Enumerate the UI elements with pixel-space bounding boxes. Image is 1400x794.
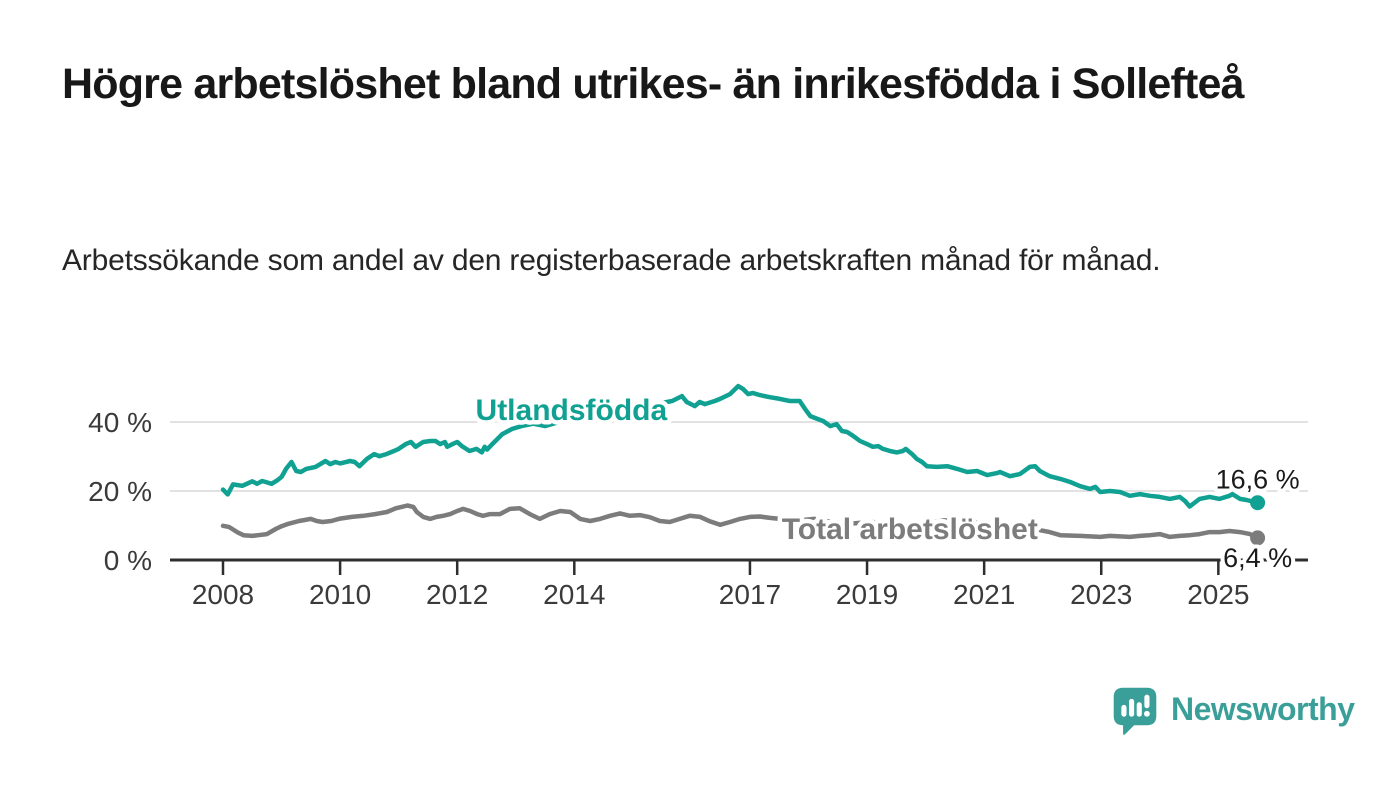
- series-end-value-utlandsfodda: 16,6 %: [1216, 465, 1300, 495]
- series-label-total: Total arbetslöshet: [782, 513, 1038, 546]
- x-axis-tick-label: 2008: [192, 579, 254, 610]
- newsworthy-logo: Newsworthy: [1112, 686, 1355, 739]
- y-axis-tick-label: 0 %: [104, 545, 152, 576]
- x-axis-tick-label: 2010: [309, 579, 371, 610]
- series-end-dot-total: [1250, 530, 1266, 546]
- x-axis-tick-label: 2012: [426, 579, 488, 610]
- x-axis-tick-label: 2023: [1070, 579, 1132, 610]
- y-axis-tick-label: 40 %: [88, 407, 152, 438]
- x-axis-tick-label: 2014: [543, 579, 605, 610]
- series-line-utlandsfodda: [220, 383, 1260, 509]
- newsworthy-wordmark: Newsworthy: [1171, 690, 1355, 727]
- y-axis-tick-label: 20 %: [88, 476, 152, 507]
- x-axis-tick-label: 2025: [1187, 579, 1249, 610]
- newsworthy-bubble-chart-icon: [1113, 687, 1157, 735]
- series-end-value-total: 6,4 %: [1223, 543, 1292, 573]
- x-axis-tick-label: 2017: [719, 579, 781, 610]
- chart-subtitle: Arbetssökande som andel av den registerb…: [62, 244, 1161, 277]
- x-axis-tick-label: 2021: [953, 579, 1015, 610]
- chart-title: Högre arbetslöshet bland utrikes- än inr…: [62, 60, 1245, 108]
- series-label-utlandsfodda: Utlandsfödda: [476, 394, 668, 427]
- series-end-dot-utlandsfodda: [1250, 495, 1266, 511]
- x-axis-tick-label: 2019: [836, 579, 898, 610]
- series-line-total: [220, 503, 1260, 541]
